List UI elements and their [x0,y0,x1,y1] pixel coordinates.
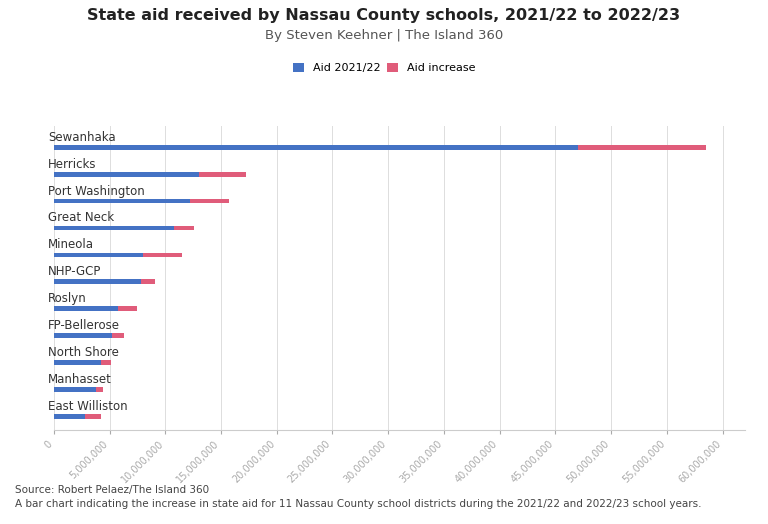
Bar [143,253,182,257]
Bar [54,253,143,257]
Legend: Aid 2021/22, Aid increase: Aid 2021/22, Aid increase [290,61,478,75]
Bar [54,145,578,150]
Bar [54,333,111,338]
Bar [174,226,194,231]
Text: By Steven Keehner | The Island 360: By Steven Keehner | The Island 360 [265,29,503,42]
Bar [54,199,190,203]
Bar [54,226,174,231]
Bar [141,279,155,284]
Bar [54,307,118,311]
Bar [101,360,111,365]
Bar [118,307,137,311]
Text: Roslyn: Roslyn [48,292,87,305]
Text: Mineola: Mineola [48,238,94,252]
Text: A bar chart indicating the increase in state aid for 11 Nassau County school dis: A bar chart indicating the increase in s… [15,499,702,509]
Bar [578,145,706,150]
Bar [54,414,85,419]
Bar [54,172,199,177]
Text: Great Neck: Great Neck [48,212,114,224]
Text: East Williston: East Williston [48,400,127,413]
Text: FP-Bellerose: FP-Bellerose [48,319,120,332]
Text: North Shore: North Shore [48,346,119,359]
Text: State aid received by Nassau County schools, 2021/22 to 2022/23: State aid received by Nassau County scho… [88,8,680,23]
Bar [96,387,104,392]
Bar [54,360,101,365]
Text: NHP-GCP: NHP-GCP [48,265,101,278]
Text: Source: Robert Pelaez/The Island 360: Source: Robert Pelaez/The Island 360 [15,485,210,495]
Text: Manhasset: Manhasset [48,373,112,386]
Text: Herricks: Herricks [48,158,97,171]
Text: Sewanhaka: Sewanhaka [48,131,116,144]
Bar [85,414,101,419]
Bar [54,279,141,284]
Text: Port Washington: Port Washington [48,184,145,198]
Bar [190,199,229,203]
Bar [111,333,124,338]
Bar [54,387,96,392]
Bar [199,172,246,177]
